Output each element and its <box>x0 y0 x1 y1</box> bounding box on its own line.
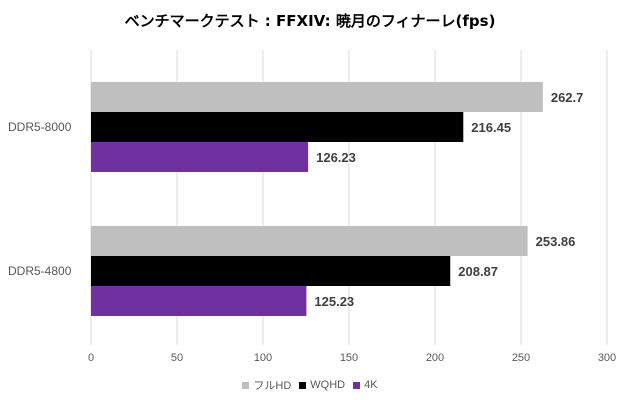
legend-swatch <box>353 381 361 389</box>
x-tick-label: 300 <box>598 352 616 364</box>
data-label: 126.23 <box>316 150 356 165</box>
bar <box>91 142 309 172</box>
legend-swatch <box>299 381 307 389</box>
data-label: 125.23 <box>314 294 354 309</box>
bar <box>91 226 528 256</box>
x-tick-label: 250 <box>512 352 530 364</box>
legend-item: 4K <box>353 379 378 391</box>
x-tick-label: 150 <box>340 352 358 364</box>
category-label: DDR5-8000 <box>8 120 72 134</box>
x-tick-label: 200 <box>426 352 444 364</box>
x-tick-label: 50 <box>171 352 183 364</box>
bar <box>91 82 543 112</box>
legend: フルHD WQHD 4K <box>0 377 620 393</box>
bar <box>91 286 307 316</box>
category-label: DDR5-4800 <box>8 264 72 278</box>
x-tick-label: 0 <box>88 352 94 364</box>
data-label: 208.87 <box>458 264 498 279</box>
data-label: 253.86 <box>536 234 576 249</box>
x-tick-label: 100 <box>254 352 272 364</box>
legend-swatch <box>242 381 250 389</box>
legend-item: フルHD <box>242 377 291 393</box>
chart-title: ベンチマークテスト : FFXIV: 暁月のフィナーレ(fps) <box>124 12 496 30</box>
bar <box>91 256 451 286</box>
data-label: 262.7 <box>551 90 584 105</box>
data-label: 216.45 <box>471 120 511 135</box>
legend-item: WQHD <box>299 379 345 391</box>
legend-label: 4K <box>364 379 378 391</box>
legend-label: フルHD <box>253 380 292 392</box>
bar <box>91 112 464 142</box>
legend-label: WQHD <box>310 379 346 391</box>
